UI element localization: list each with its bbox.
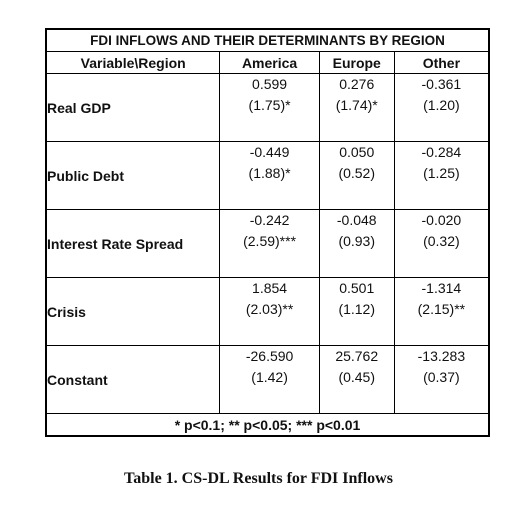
header-cell: Europe bbox=[318, 51, 395, 74]
t-stat: (2.03)** bbox=[245, 301, 294, 317]
coefficient: 1.854 bbox=[252, 280, 288, 296]
coefficient: 0.501 bbox=[339, 280, 375, 296]
value-cell: 0.501 (1.12) bbox=[318, 277, 395, 346]
value-cell: -0.020 (0.32) bbox=[393, 209, 490, 278]
data-row: Crisis 1.854 (2.03)** 0.501 (1.12) -1.314 (2.1… bbox=[45, 277, 490, 346]
header-row: Variable\Region America Europe Other bbox=[45, 51, 490, 74]
coefficient: -1.314 bbox=[421, 280, 462, 296]
value-cell: -0.242 (2.59)*** bbox=[219, 209, 320, 278]
coefficient: -0.449 bbox=[249, 144, 290, 160]
t-stat: (1.88)* bbox=[248, 165, 291, 181]
value-cell: -26.590 (1.42) bbox=[219, 345, 320, 414]
coefficient: 25.762 bbox=[335, 348, 379, 364]
t-stat: (0.93) bbox=[338, 233, 376, 249]
row-label: Interest Rate Spread bbox=[47, 236, 184, 252]
header-cell: Other bbox=[393, 51, 490, 74]
value-cell: 25.762 (0.45) bbox=[318, 345, 395, 414]
value-cell: 0.050 (0.52) bbox=[318, 141, 395, 210]
value-cell: -0.048 (0.93) bbox=[318, 209, 395, 278]
value-cell: -0.284 (1.25) bbox=[393, 141, 490, 210]
t-stat: (1.75)* bbox=[248, 97, 291, 113]
row-label: Constant bbox=[47, 372, 108, 388]
value-cell: 0.599 (1.75)* bbox=[219, 73, 320, 142]
t-stat: (1.25) bbox=[423, 165, 460, 181]
row-label: Crisis bbox=[47, 304, 86, 320]
coefficient: 0.599 bbox=[252, 76, 288, 92]
t-stat: (0.37) bbox=[423, 369, 460, 385]
data-row: Real GDP 0.599 (1.75)* 0.276 (1.74)* -0.361 (1… bbox=[45, 73, 490, 142]
value-cell: -0.449 (1.88)* bbox=[219, 141, 320, 210]
t-stat: (0.32) bbox=[423, 233, 460, 249]
data-row: Public Debt -0.449 (1.88)* 0.050 (0.52) -0.28… bbox=[45, 141, 490, 210]
coefficient: 0.050 bbox=[339, 144, 375, 160]
caption: Table 1. CS-DL Results for FDI Inflows bbox=[124, 470, 393, 487]
t-stat: (2.59)*** bbox=[243, 233, 297, 249]
header-cell: Variable\Region bbox=[45, 51, 221, 74]
t-stat: (1.20) bbox=[423, 97, 460, 113]
coefficient: -0.020 bbox=[421, 212, 462, 228]
results-table: FDI INFLOWS AND THEIR DETERMINANTS BY RE… bbox=[45, 28, 490, 437]
value-cell: -1.314 (2.15)** bbox=[393, 277, 490, 346]
t-stat: (1.12) bbox=[338, 301, 376, 317]
coefficient: -26.590 bbox=[245, 348, 294, 364]
note-row: * p<0.1; ** p<0.05; *** p<0.01 bbox=[45, 413, 490, 437]
table-title: FDI INFLOWS AND THEIR DETERMINANTS BY RE… bbox=[45, 28, 490, 52]
coefficient: -13.283 bbox=[417, 348, 466, 364]
t-stat: (2.15)** bbox=[417, 301, 466, 317]
note: * p<0.1; ** p<0.05; *** p<0.01 bbox=[45, 413, 490, 437]
t-stat: (0.45) bbox=[338, 369, 376, 385]
data-row: Interest Rate Spread -0.242 (2.59)*** -0.04… bbox=[45, 209, 490, 278]
value-cell: -13.283 (0.37) bbox=[393, 345, 490, 414]
row-label-cell: Crisis bbox=[45, 277, 221, 346]
coefficient: -0.284 bbox=[421, 144, 462, 160]
coefficient: -0.361 bbox=[421, 76, 462, 92]
t-stat: (0.52) bbox=[338, 165, 376, 181]
row-label-cell: Real GDP bbox=[45, 73, 221, 142]
coefficient: -0.242 bbox=[249, 212, 290, 228]
t-stat: (1.42) bbox=[251, 369, 288, 385]
row-label-cell: Interest Rate Spread bbox=[45, 209, 221, 278]
coefficient: 0.276 bbox=[339, 76, 375, 92]
row-label-cell: Public Debt bbox=[45, 141, 221, 210]
row-label-cell: Constant bbox=[45, 345, 221, 414]
value-cell: -0.361 (1.20) bbox=[393, 73, 490, 142]
value-cell: 1.854 (2.03)** bbox=[219, 277, 320, 346]
row-label: Public Debt bbox=[47, 168, 125, 184]
t-stat: (1.74)* bbox=[335, 97, 378, 113]
value-cell: 0.276 (1.74)* bbox=[318, 73, 395, 142]
header-cell: America bbox=[219, 51, 320, 74]
row-label: Real GDP bbox=[47, 100, 111, 116]
data-row: Constant -26.590 (1.42) 25.762 (0.45) -13.283… bbox=[45, 345, 490, 414]
coefficient: -0.048 bbox=[336, 212, 377, 228]
